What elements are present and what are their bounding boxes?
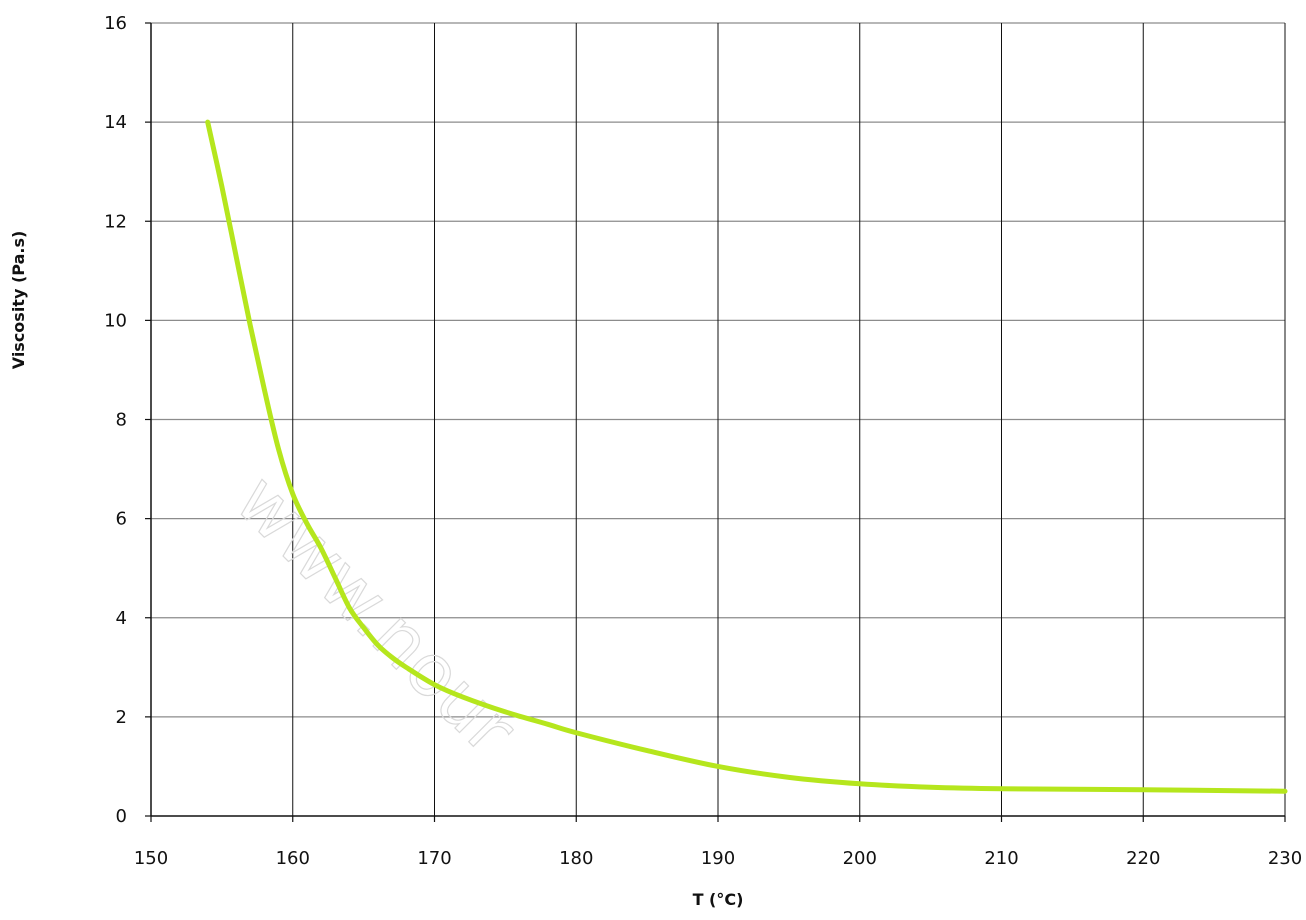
y-tick-label: 2 [116,707,127,728]
y-tick-label: 8 [116,410,127,431]
watermark-text: www.nour [220,458,533,771]
grid-layer [145,22,1286,822]
y-tick-label: 6 [116,509,127,530]
y-tick-label: 0 [116,806,127,827]
series-layer [205,119,1288,794]
plot-frame [150,23,1285,817]
y-axis-tick-labels: 0 2 4 6 8 10 12 14 16 [104,13,127,827]
x-axis-title: T (°C) [693,890,744,909]
y-tick-label: 10 [104,310,127,331]
x-tick-label: 230 [1268,848,1302,869]
y-tick-label: 12 [104,211,127,232]
x-tick-label: 200 [843,848,877,869]
x-axis-tick-labels: 150 160 170 180 190 200 210 220 230 [134,848,1302,869]
x-tick-label: 220 [1126,848,1160,869]
y-axis-title: Viscosity (Pa.s) [9,231,28,370]
x-tick-label: 150 [134,848,168,869]
x-tick-label: 190 [701,848,735,869]
viscosity-series-line [205,119,1288,794]
y-tick-label: 16 [104,13,127,34]
x-tick-label: 180 [559,848,593,869]
y-tick-label: 14 [104,112,127,133]
x-tick-label: 170 [417,848,451,869]
x-tick-label: 160 [276,848,310,869]
y-tick-label: 4 [116,608,127,629]
x-tick-label: 210 [984,848,1018,869]
